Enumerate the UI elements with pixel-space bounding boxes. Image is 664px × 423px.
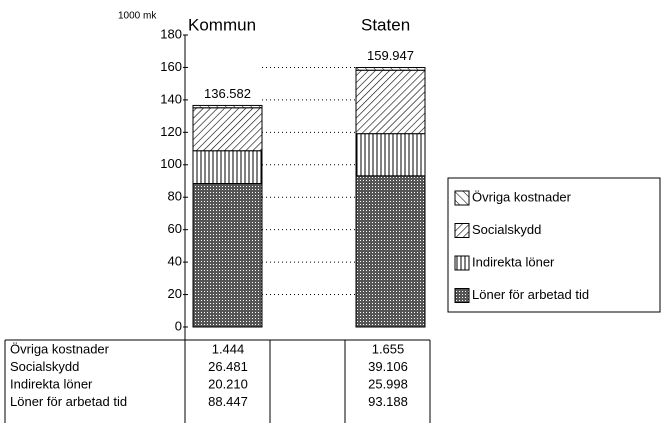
- y-tick-label: 180: [160, 26, 182, 41]
- table-value: 1.655: [372, 341, 405, 356]
- bar-segment: [355, 69, 426, 135]
- bar-segment: [192, 104, 263, 109]
- table-value: 1.444: [212, 341, 245, 356]
- total-label: 136.582: [204, 86, 251, 101]
- y-axis-label: 1000 mk: [118, 11, 157, 22]
- y-tick-label: 0: [175, 318, 182, 333]
- y-tick-label: 140: [160, 91, 182, 106]
- legend-swatch: [454, 288, 470, 303]
- table-value: 93.188: [368, 394, 408, 409]
- table-value: 26.481: [208, 359, 248, 374]
- bar-segment: [192, 183, 263, 328]
- table-value: 88.447: [208, 394, 248, 409]
- legend-label: Socialskydd: [472, 222, 541, 237]
- bar-segment: [355, 175, 426, 328]
- total-label: 159.947: [367, 48, 414, 63]
- y-tick-label: 100: [160, 156, 182, 171]
- bar-segment: [355, 67, 426, 71]
- y-tick-label: 80: [168, 189, 182, 204]
- table-value: 25.998: [368, 376, 408, 391]
- table-row-label: Övriga kostnader: [10, 341, 110, 356]
- bar-segment: [355, 133, 426, 177]
- legend-swatch: [454, 223, 470, 238]
- table-row-label: Socialskydd: [10, 359, 79, 374]
- table-row-label: Indirekta löner: [10, 376, 93, 391]
- bar-segment: [192, 107, 263, 152]
- table-row-label: Löner för arbetad tid: [10, 394, 127, 409]
- legend-label: Indirekta löner: [472, 254, 555, 269]
- table-value: 39.106: [368, 359, 408, 374]
- category-label: Staten: [361, 15, 410, 34]
- legend-label: Övriga kostnader: [472, 189, 572, 204]
- legend-label: Löner för arbetad tid: [472, 287, 589, 302]
- y-tick-label: 40: [168, 254, 182, 269]
- y-tick-label: 60: [168, 221, 182, 236]
- y-tick-label: 120: [160, 124, 182, 139]
- table-value: 20.210: [208, 376, 248, 391]
- y-tick-label: 20: [168, 286, 182, 301]
- category-label: Kommun: [188, 15, 256, 34]
- bar-segment: [192, 150, 263, 185]
- legend-swatch: [454, 255, 470, 271]
- legend-box: [447, 177, 661, 313]
- y-tick-label: 160: [160, 59, 182, 74]
- legend-swatch: [454, 190, 470, 206]
